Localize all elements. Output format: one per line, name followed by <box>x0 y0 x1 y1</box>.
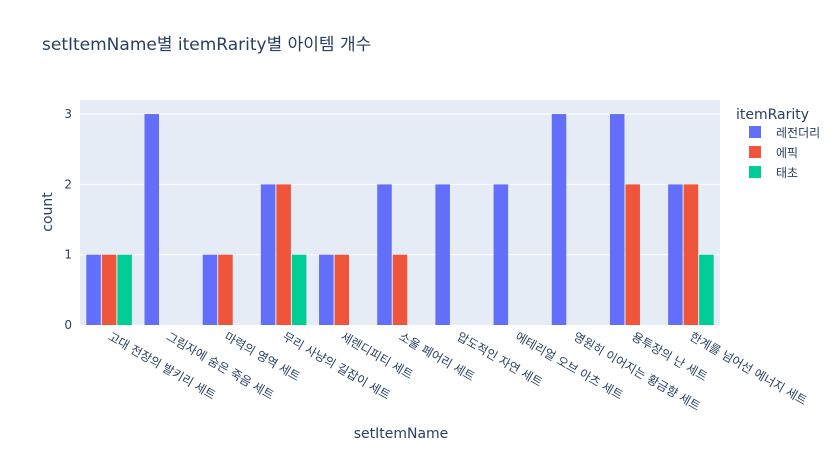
legend-item-태초[interactable]: 태초 <box>749 166 798 180</box>
legend-swatch <box>749 126 761 138</box>
legend-swatch <box>749 146 761 158</box>
bar-에픽-10[interactable] <box>683 184 699 325</box>
bar-레전더리-7[interactable] <box>493 184 509 325</box>
x-tick-label: 무리 사냥의 길잡이 세트 <box>280 329 393 402</box>
legend-label: 에픽 <box>776 146 798 160</box>
legend-label: 태초 <box>776 166 798 180</box>
legend-label: 레전더리 <box>776 126 820 140</box>
bar-레전더리-5[interactable] <box>377 184 392 325</box>
bars <box>86 114 714 325</box>
bar-레전더리-3[interactable] <box>260 184 276 325</box>
bar-에픽-5[interactable] <box>392 254 408 325</box>
bar-에픽-2[interactable] <box>218 254 233 325</box>
y-tick-label: 2 <box>64 177 72 191</box>
bar-에픽-9[interactable] <box>625 184 640 325</box>
legend-title: itemRarity <box>736 107 809 123</box>
y-axis-title: count <box>40 192 56 232</box>
bar-에픽-4[interactable] <box>334 254 350 325</box>
bar-태초-0[interactable] <box>117 254 132 325</box>
y-tick-label: 1 <box>64 248 72 262</box>
bar-레전더리-8[interactable] <box>551 114 567 325</box>
x-axis-title: setItemName <box>354 426 449 442</box>
legend-item-에픽[interactable]: 에픽 <box>749 146 798 160</box>
legend-swatch <box>749 166 761 178</box>
legend-item-레전더리[interactable]: 레전더리 <box>749 126 820 140</box>
bar-에픽-3[interactable] <box>276 184 291 325</box>
chart-title: setItemName별 itemRarity별 아이템 개수 <box>42 35 371 55</box>
bar-레전더리-6[interactable] <box>435 184 450 325</box>
y-tick-label: 3 <box>64 107 72 121</box>
bar-레전더리-2[interactable] <box>202 254 218 325</box>
y-ticks: 0 1 2 3 <box>64 107 72 332</box>
x-tick-label: 고대 전장의 발키리 세트 <box>106 329 219 402</box>
bar-에픽-0[interactable] <box>101 254 117 325</box>
bar-레전더리-1[interactable] <box>144 114 160 325</box>
x-tick-label: 그림자에 숨은 죽음 세트 <box>164 329 277 402</box>
bar-레전더리-9[interactable] <box>609 114 625 325</box>
bar-태초-10[interactable] <box>699 254 714 325</box>
x-tick-label: 에테리얼 오브 아츠 세트 <box>513 329 626 402</box>
bar-레전더리-10[interactable] <box>668 184 683 325</box>
bar-레전더리-4[interactable] <box>319 254 334 325</box>
y-tick-label: 0 <box>64 318 72 332</box>
bar-레전더리-0[interactable] <box>86 254 101 325</box>
bar-태초-3[interactable] <box>291 254 307 325</box>
